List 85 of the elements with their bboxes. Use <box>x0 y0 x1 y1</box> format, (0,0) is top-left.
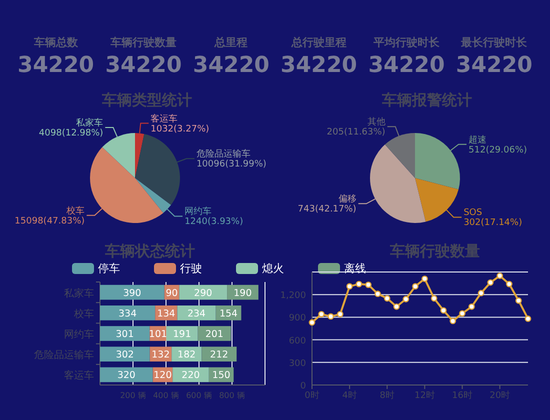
data-label: 301 <box>116 329 134 340</box>
text: 车辆行驶数量 <box>110 36 176 49</box>
point <box>496 272 504 279</box>
data-label: 101 <box>148 329 168 340</box>
data-label: 302 <box>116 350 134 361</box>
pie-slice <box>415 178 459 222</box>
data-label: 205(11.63%) <box>326 128 386 138</box>
data-label: 150 <box>212 370 230 382</box>
text: 34220 <box>18 53 94 78</box>
slice-label: 其他 <box>367 116 386 128</box>
bar <box>202 346 237 362</box>
point <box>478 290 484 296</box>
text: 34220 <box>105 53 182 78</box>
legend-label: 停车 <box>98 262 120 275</box>
point <box>356 280 362 288</box>
slice-label: 网约车 <box>184 206 212 218</box>
slice-label: 危险品运输车 <box>196 148 250 160</box>
data-label: 334 <box>118 308 137 320</box>
text: 总行驶里程 <box>290 36 346 49</box>
data-label: 134 <box>157 308 176 320</box>
point <box>430 295 438 302</box>
slice-label: 超速 <box>468 134 487 146</box>
text: 最长行驶时长 <box>460 36 528 49</box>
point <box>393 303 400 310</box>
point <box>487 279 494 286</box>
text: 34220 <box>280 53 358 78</box>
point <box>524 316 532 322</box>
point <box>318 310 325 318</box>
data-label: 743(42.17%) <box>298 204 356 215</box>
data-label: 1032(3.27%) <box>150 124 210 134</box>
slice-label: 偏移 <box>338 194 356 205</box>
point <box>412 283 419 290</box>
data-label: 4098(12.98%) <box>38 128 104 139</box>
data-label: 90 <box>166 288 178 299</box>
data-label: 182 <box>178 350 196 361</box>
data-label: 132 <box>152 350 170 361</box>
data-label: 320 <box>117 370 136 382</box>
bar <box>177 305 216 320</box>
pie-slice <box>90 147 164 223</box>
text: 平均行驶时长 <box>372 36 440 49</box>
point <box>384 295 390 302</box>
point <box>459 310 466 317</box>
data-label: 10096(31.99%) <box>196 160 266 170</box>
text: 34220 <box>456 53 532 78</box>
point <box>450 318 456 324</box>
slice-label: 客运车 <box>150 113 178 124</box>
data-label: 220 <box>182 370 200 382</box>
text: 车辆总数 <box>32 36 79 49</box>
data-label: 120 <box>154 370 172 382</box>
point <box>421 276 428 282</box>
data-label: 302(17.14%) <box>464 218 522 228</box>
point <box>402 296 410 302</box>
data-label: 234 <box>187 308 206 320</box>
bar <box>100 346 150 362</box>
slice-label: SOS <box>464 208 482 218</box>
bar <box>100 326 150 341</box>
text: 34220 <box>192 53 270 78</box>
slice-label: 私家车 <box>76 118 104 129</box>
point <box>468 303 475 310</box>
data-label: 212 <box>210 350 228 361</box>
text: 总里程 <box>214 36 248 49</box>
data-label: 191 <box>173 329 192 340</box>
point <box>365 282 372 288</box>
data-label: 1240(3.93%) <box>184 217 244 228</box>
data-label: 201 <box>205 329 224 340</box>
bar <box>100 367 153 382</box>
data-label: 512(29.06%) <box>468 145 528 156</box>
text: 34220 <box>368 53 445 78</box>
data-label: 15098(47.83%) <box>14 216 85 226</box>
legend-label: 行驶 <box>180 262 202 275</box>
data-label: 190 <box>234 288 252 299</box>
point <box>374 290 381 298</box>
data-label: 390 <box>123 288 142 299</box>
point <box>328 313 334 320</box>
point <box>346 283 353 290</box>
bar <box>100 284 164 300</box>
data-label: 154 <box>219 308 238 320</box>
point <box>506 280 512 288</box>
point <box>440 307 447 314</box>
point <box>336 310 344 318</box>
data-label: 290 <box>194 288 212 299</box>
bar <box>100 305 156 320</box>
point <box>515 297 522 304</box>
legend-label: 熄火 <box>262 262 284 275</box>
point <box>308 319 316 326</box>
